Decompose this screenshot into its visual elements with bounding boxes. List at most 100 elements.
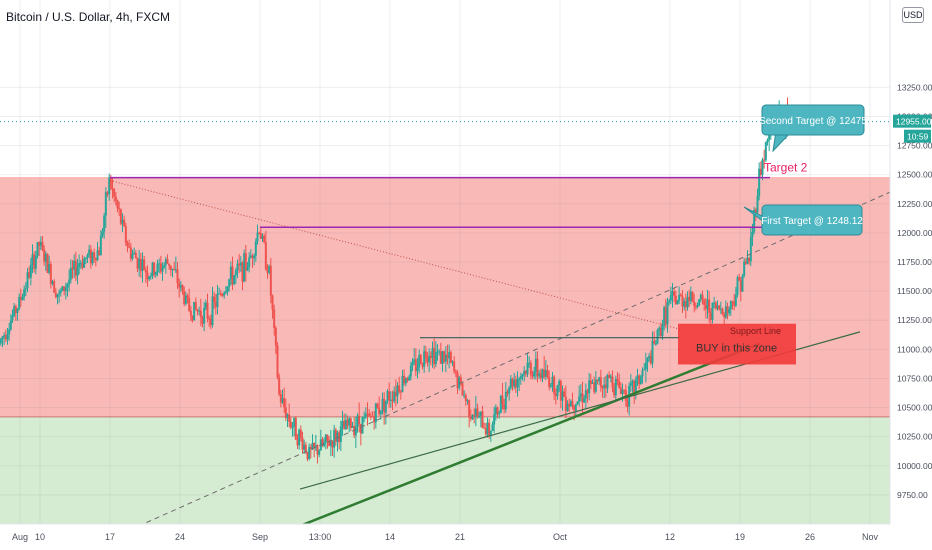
candle-up (508, 387, 511, 394)
candle-down (196, 309, 199, 312)
candle-down (304, 444, 307, 453)
candle-up (174, 269, 177, 271)
candle-down (426, 357, 429, 363)
candle-up (314, 445, 317, 448)
candle-down (53, 281, 56, 293)
candle-down (111, 188, 114, 190)
candle-up (728, 309, 731, 314)
candle-down (421, 363, 424, 367)
candle-down (618, 381, 621, 388)
candle-down (406, 378, 409, 381)
time-tick-label: 14 (385, 532, 395, 542)
candle-down (539, 373, 542, 379)
price-axis[interactable]: 9750.00 10000.00 10250.00 10500.00 10750.00 1… (889, 0, 932, 550)
candle-down (276, 345, 279, 378)
candle-up (489, 430, 492, 436)
candle-down (553, 376, 556, 394)
candle-down (199, 310, 202, 318)
candle-up (291, 426, 294, 428)
candle-down (129, 247, 132, 259)
candle-down (359, 424, 362, 434)
candle-down (296, 439, 299, 446)
candle-up (764, 142, 767, 161)
candle-up (594, 379, 597, 392)
candle-down (369, 416, 372, 418)
candle-up (404, 378, 407, 384)
candle-down (679, 294, 682, 297)
time-tick-label: 12 (665, 532, 675, 542)
candle-down (439, 351, 442, 364)
candle-up (69, 267, 72, 280)
candle-up (286, 414, 289, 418)
candle-down (188, 297, 191, 311)
candle-up (609, 376, 612, 379)
candle-up (393, 391, 396, 402)
candle-up (104, 192, 107, 216)
candle-down (178, 283, 181, 288)
candle-up (18, 296, 21, 309)
price-tick-label: 12000.00 (897, 228, 932, 238)
candle-down (299, 429, 302, 438)
candle-down (269, 265, 272, 296)
candle-up (729, 301, 732, 310)
candle-down (459, 377, 462, 384)
candle-up (26, 272, 29, 289)
candle-down (611, 376, 614, 388)
candle-up (434, 352, 437, 365)
candle-up (621, 389, 624, 395)
time-tick-label: 10 (35, 532, 45, 542)
candle-up (323, 442, 326, 446)
candle-up (329, 441, 332, 446)
candle-down (731, 301, 734, 303)
candle-down (586, 390, 589, 394)
candle-up (678, 294, 681, 301)
candle-up (634, 380, 637, 393)
candle-down (109, 177, 112, 189)
candle-up (444, 354, 447, 362)
candle-down (89, 249, 92, 264)
candle-up (583, 398, 586, 403)
time-axis[interactable]: Aug 10 17 24 Sep 13:00 14 21 Oct 12 19 26 Nov (0, 523, 932, 550)
candle-down (601, 386, 604, 389)
currency-badge[interactable]: USD (902, 7, 924, 23)
candle-down (476, 408, 479, 418)
candle-down (399, 391, 402, 393)
candle-up (16, 308, 19, 313)
candle-up (451, 361, 454, 363)
trendline-dashed (129, 191, 891, 531)
candle-down (349, 418, 352, 428)
time-tick-label: 24 (175, 532, 185, 542)
candle-down (739, 280, 742, 292)
candle-down (134, 252, 137, 259)
candle-up (436, 351, 439, 353)
candle-up (761, 159, 764, 175)
candle-up (324, 434, 327, 443)
candle-up (76, 267, 79, 276)
candle-up (416, 367, 419, 371)
candle-up (746, 257, 749, 264)
candle-down (63, 286, 66, 292)
candle-up (141, 259, 144, 271)
price-tick-label: 11750.00 (897, 257, 932, 267)
candle-up (504, 391, 507, 410)
candle-down (173, 268, 176, 270)
candle-down (604, 384, 607, 389)
candle-down (511, 378, 514, 387)
candle-down (723, 314, 726, 318)
candle-down (366, 413, 369, 415)
candle-up (13, 306, 16, 316)
candle-up (428, 355, 431, 363)
price-axis-bg (890, 0, 932, 550)
candle-down (181, 285, 184, 291)
time-tick-label: 13:00 (309, 532, 332, 542)
candle-down (206, 302, 209, 319)
candle-down (19, 296, 22, 300)
candle-up (466, 400, 469, 402)
candle-up (463, 395, 466, 397)
candle-up (239, 262, 242, 266)
second-target-callout-text: Second Target @ 12475 (759, 116, 867, 127)
support-line-label: Support Line (730, 326, 781, 336)
candle-down (183, 290, 186, 305)
candle-down (208, 318, 211, 320)
